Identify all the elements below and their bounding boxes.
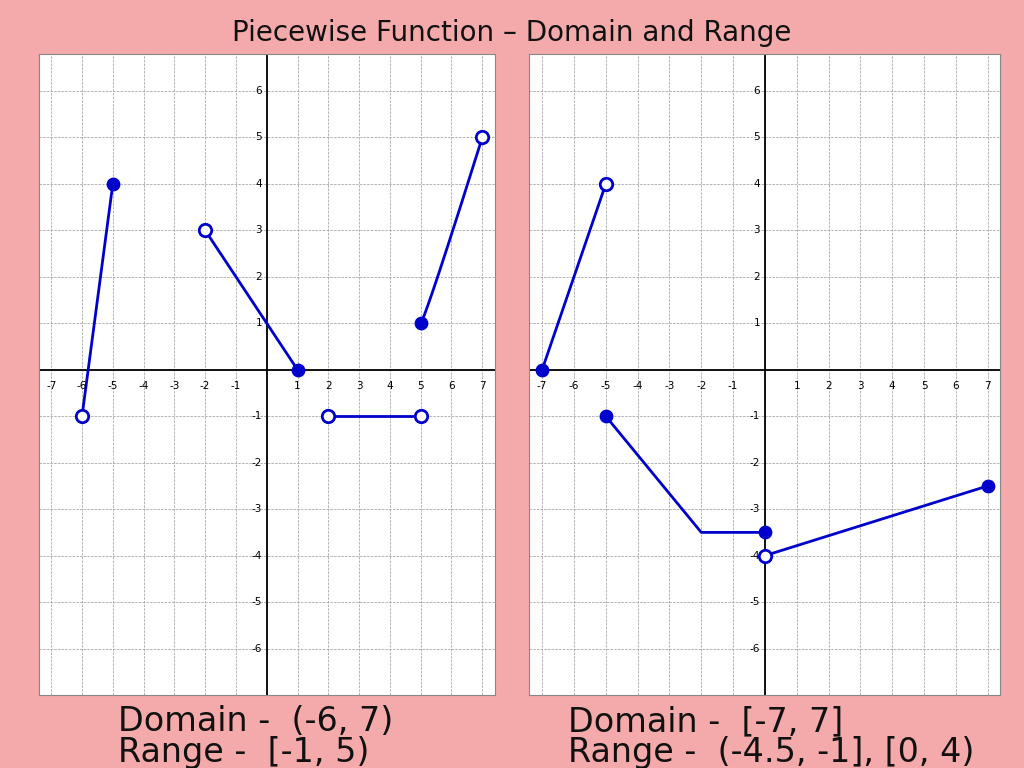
Text: 6: 6 bbox=[952, 382, 959, 392]
Text: -1: -1 bbox=[750, 411, 760, 421]
Text: 2: 2 bbox=[825, 382, 831, 392]
Text: -2: -2 bbox=[750, 458, 760, 468]
Text: -5: -5 bbox=[108, 382, 118, 392]
Text: 6: 6 bbox=[754, 86, 760, 96]
Text: -3: -3 bbox=[252, 504, 262, 514]
Text: 2: 2 bbox=[256, 272, 262, 282]
Text: 2: 2 bbox=[754, 272, 760, 282]
Text: Domain -  (-6, 7): Domain - (-6, 7) bbox=[118, 705, 393, 738]
Text: 6: 6 bbox=[449, 382, 455, 392]
Text: Range -  [-1, 5): Range - [-1, 5) bbox=[118, 736, 369, 768]
Text: 5: 5 bbox=[921, 382, 928, 392]
Text: -4: -4 bbox=[750, 551, 760, 561]
Text: 7: 7 bbox=[984, 382, 991, 392]
Point bbox=[598, 410, 614, 422]
Text: -2: -2 bbox=[200, 382, 210, 392]
Text: 4: 4 bbox=[387, 382, 393, 392]
Text: 6: 6 bbox=[256, 86, 262, 96]
Text: 3: 3 bbox=[355, 382, 362, 392]
Point bbox=[321, 410, 337, 422]
Text: 1: 1 bbox=[294, 382, 301, 392]
Text: -5: -5 bbox=[750, 597, 760, 607]
Point bbox=[74, 410, 90, 422]
Text: -1: -1 bbox=[728, 382, 738, 392]
Point bbox=[290, 363, 306, 376]
Text: -2: -2 bbox=[696, 382, 707, 392]
Point bbox=[413, 317, 429, 329]
Point bbox=[534, 363, 550, 376]
Text: -2: -2 bbox=[252, 458, 262, 468]
Text: 5: 5 bbox=[418, 382, 424, 392]
Text: 2: 2 bbox=[325, 382, 332, 392]
Text: -3: -3 bbox=[665, 382, 675, 392]
Text: 1: 1 bbox=[754, 318, 760, 328]
Text: -7: -7 bbox=[537, 382, 547, 392]
Text: 1: 1 bbox=[794, 382, 800, 392]
Text: -7: -7 bbox=[46, 382, 56, 392]
Text: -6: -6 bbox=[252, 644, 262, 654]
Text: -4: -4 bbox=[138, 382, 148, 392]
Text: -5: -5 bbox=[252, 597, 262, 607]
Text: 3: 3 bbox=[256, 225, 262, 235]
Text: Piecewise Function – Domain and Range: Piecewise Function – Domain and Range bbox=[232, 19, 792, 47]
Text: 4: 4 bbox=[256, 179, 262, 189]
Text: 3: 3 bbox=[754, 225, 760, 235]
Text: Domain -  [-7, 7]: Domain - [-7, 7] bbox=[568, 705, 844, 738]
Text: 5: 5 bbox=[754, 132, 760, 142]
Text: -6: -6 bbox=[750, 644, 760, 654]
Text: -1: -1 bbox=[252, 411, 262, 421]
Point bbox=[757, 549, 773, 561]
Text: 7: 7 bbox=[479, 382, 485, 392]
Text: -3: -3 bbox=[169, 382, 179, 392]
Point bbox=[598, 177, 614, 190]
Text: -3: -3 bbox=[750, 504, 760, 514]
Text: 4: 4 bbox=[754, 179, 760, 189]
Text: -1: -1 bbox=[230, 382, 241, 392]
Point bbox=[757, 526, 773, 538]
Text: -5: -5 bbox=[601, 382, 611, 392]
Text: Range -  (-4.5, -1], [0, 4): Range - (-4.5, -1], [0, 4) bbox=[568, 736, 975, 768]
Text: 1: 1 bbox=[256, 318, 262, 328]
Text: -6: -6 bbox=[568, 382, 580, 392]
Point bbox=[197, 224, 213, 237]
Text: 4: 4 bbox=[889, 382, 896, 392]
Point bbox=[474, 131, 490, 144]
Text: -6: -6 bbox=[77, 382, 87, 392]
Text: -4: -4 bbox=[633, 382, 643, 392]
Point bbox=[980, 480, 996, 492]
Text: 5: 5 bbox=[256, 132, 262, 142]
Point bbox=[413, 410, 429, 422]
Text: -4: -4 bbox=[252, 551, 262, 561]
Text: 3: 3 bbox=[857, 382, 863, 392]
Point bbox=[104, 177, 121, 190]
